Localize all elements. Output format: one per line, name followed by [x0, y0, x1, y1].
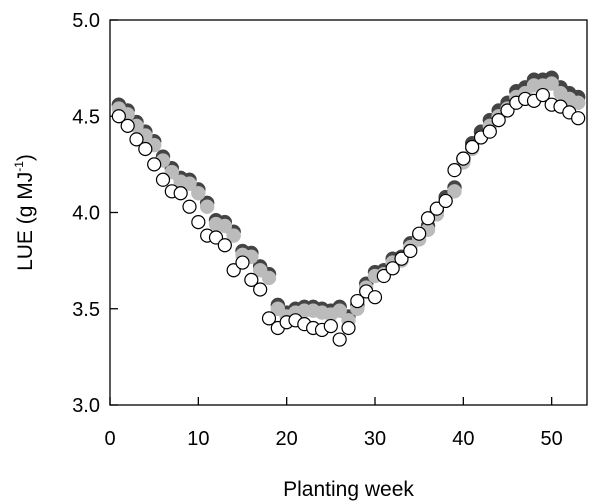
y-axis-title-close: ): [14, 154, 37, 161]
series-3-point: [447, 163, 462, 178]
series-3-point: [491, 112, 506, 128]
series-3-point: [129, 132, 144, 147]
series-2-point: [570, 95, 586, 111]
x-tick-label: 30: [364, 428, 386, 450]
series-3-point: [182, 199, 197, 214]
y-tick-label: 3.5: [72, 299, 100, 321]
plot-frame: [109, 19, 588, 406]
series-2-point: [544, 76, 559, 91]
y-tick-label: 3.0: [72, 395, 100, 417]
x-tick-label: 10: [187, 428, 209, 450]
series-3-point: [465, 139, 480, 155]
series-3-point: [244, 272, 259, 287]
x-tick-label: 40: [452, 428, 474, 450]
series-3-point: [367, 290, 383, 305]
series-3-point: [500, 103, 515, 118]
data-marks: [111, 70, 586, 347]
series-3-point: [111, 109, 126, 124]
series-3-point: [535, 87, 550, 103]
series-3-point: [376, 268, 391, 284]
series-3-point: [571, 111, 586, 126]
series-3-point: [155, 172, 171, 187]
series-3-point: [456, 151, 471, 166]
series-3-point: [235, 255, 250, 270]
series-3-point: [120, 118, 135, 133]
series-3-point: [138, 141, 153, 157]
series-2-point: [447, 184, 462, 199]
series-3-point: [412, 226, 427, 241]
series-3-point: [261, 311, 277, 326]
series-3-point: [350, 293, 365, 309]
series-3-point: [253, 282, 268, 297]
series-3-point: [217, 238, 232, 253]
x-axis-title: Planting week: [283, 478, 414, 501]
x-tick-label: 0: [104, 428, 115, 450]
series-3-point: [394, 251, 409, 266]
series-3-point: [341, 320, 356, 336]
x-tick-label: 20: [276, 428, 298, 450]
y-axis-title-sup: -1: [12, 161, 26, 172]
series-2-point: [226, 228, 241, 243]
series-3-point: [420, 211, 436, 226]
x-tick-label: 50: [541, 428, 563, 450]
series-3-point: [226, 263, 241, 278]
series-3-point: [323, 318, 338, 334]
series-2-point: [261, 270, 277, 286]
series-2-point: [332, 303, 347, 318]
series-3-point: [403, 243, 418, 259]
series-3-point: [332, 332, 347, 347]
series-2-point: [191, 186, 206, 201]
series-2-point: [199, 199, 215, 214]
y-axis-title-main: LUE (g MJ: [14, 172, 37, 271]
axes: 0 10 20 30 40 50 3.0 3.5 4.0 4.5 5.0: [72, 10, 588, 450]
series-3-point: [429, 201, 444, 216]
series-2-point: [217, 218, 233, 234]
series-3-point: [173, 186, 188, 201]
series-3-point: [191, 215, 206, 230]
y-tick-label: 4.0: [72, 203, 100, 225]
series-3-point: [385, 261, 400, 276]
series-2-point: [182, 176, 197, 191]
series-3-point: [482, 124, 497, 139]
series-3-point: [438, 193, 453, 209]
series-3-point: [147, 157, 162, 172]
y-tick-label: 4.5: [72, 106, 100, 128]
series-3-point: [208, 230, 224, 245]
y-tick-label: 5.0: [72, 10, 100, 32]
y-axis-title: LUE (g MJ-1): [12, 154, 37, 271]
